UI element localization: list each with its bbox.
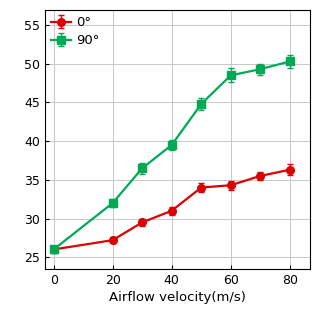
X-axis label: Airflow velocity(m/s): Airflow velocity(m/s) [109, 291, 246, 304]
Legend: 0°, 90°: 0°, 90° [49, 13, 102, 50]
